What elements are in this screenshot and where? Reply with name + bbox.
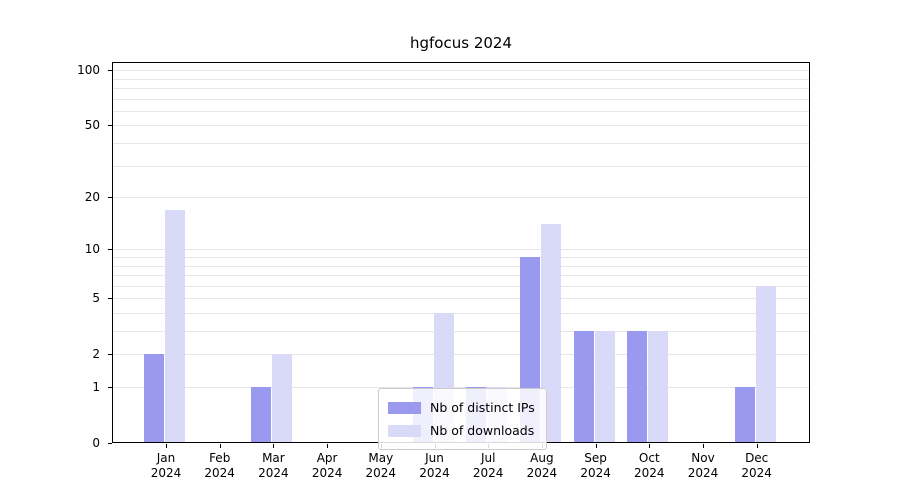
x-tick-mark xyxy=(703,444,704,448)
bar-nb-of-distinct-ips-mar xyxy=(251,387,272,442)
gridline xyxy=(113,298,809,300)
y-tick-label: 1 xyxy=(92,380,100,394)
bar-nb-of-distinct-ips-jan xyxy=(144,354,164,442)
chart-title: hgfocus 2024 xyxy=(410,34,512,52)
x-tick-label-dec: Dec 2024 xyxy=(741,451,772,480)
gridline xyxy=(113,265,809,267)
x-tick-label-mar: Mar 2024 xyxy=(258,451,289,480)
legend-label-nb-of-distinct-ips: Nb of distinct IPs xyxy=(430,400,535,415)
x-tick-label-may: May 2024 xyxy=(365,451,397,480)
x-tick-label-jan: Jan 2024 xyxy=(150,451,182,480)
y-tick-mark xyxy=(108,443,112,444)
x-tick-label-apr: Apr 2024 xyxy=(311,451,343,480)
y-tick-mark xyxy=(108,298,112,300)
gridline xyxy=(113,285,809,287)
x-tick-mark xyxy=(756,444,758,448)
y-tick-mark xyxy=(108,70,112,72)
legend: Nb of distinct IPs Nb of downloads xyxy=(378,388,547,450)
x-tick-mark xyxy=(166,444,167,448)
x-tick-mark xyxy=(649,444,651,448)
gridline xyxy=(113,197,809,199)
gridline xyxy=(113,313,809,314)
gridline xyxy=(113,275,809,276)
gridline xyxy=(113,98,809,100)
x-tick-label-nov: Nov 2024 xyxy=(687,451,719,480)
gridline xyxy=(113,78,809,80)
bar-nb-of-distinct-ips-oct xyxy=(627,331,648,442)
y-tick-mark xyxy=(108,387,112,388)
bar-nb-of-downloads-aug xyxy=(540,224,561,442)
bar-nb-of-downloads-jan xyxy=(165,209,185,442)
x-tick-mark xyxy=(327,444,329,448)
y-tick-mark xyxy=(108,249,112,251)
bar-nb-of-downloads-dec xyxy=(755,285,776,442)
x-tick-mark xyxy=(273,444,275,448)
y-tick-label: 100 xyxy=(77,63,100,78)
bar-nb-of-downloads-oct xyxy=(648,331,669,442)
bar-nb-of-distinct-ips-sep xyxy=(573,331,594,442)
legend-swatch-nb-of-distinct-ips xyxy=(388,401,421,414)
gridline xyxy=(113,257,809,258)
x-tick-label-feb: Feb 2024 xyxy=(204,451,235,480)
bar-nb-of-distinct-ips-dec xyxy=(734,387,755,442)
gridline xyxy=(113,387,809,388)
legend-label-nb-of-downloads: Nb of downloads xyxy=(430,423,535,438)
y-tick-mark xyxy=(108,354,112,356)
y-tick-label: 0 xyxy=(92,436,100,450)
y-tick-mark xyxy=(108,197,112,199)
y-tick-label: 2 xyxy=(92,347,100,362)
x-tick-label-sep: Sep 2024 xyxy=(580,451,611,480)
gridline xyxy=(113,110,809,112)
gridline xyxy=(113,331,809,332)
x-tick-mark xyxy=(595,444,597,448)
legend-swatch-nb-of-downloads xyxy=(388,424,421,437)
x-tick-label-oct: Oct 2024 xyxy=(634,451,665,480)
gridline xyxy=(113,165,809,167)
x-tick-label-jul: Jul 2024 xyxy=(472,451,504,480)
y-tick-label: 5 xyxy=(92,291,100,306)
y-tick-label: 50 xyxy=(84,118,100,133)
legend-entry-nb-of-distinct-ips: Nb of distinct IPs xyxy=(388,396,535,419)
gridline xyxy=(113,143,809,144)
y-tick-mark xyxy=(108,125,112,127)
x-tick-label-aug: Aug 2024 xyxy=(526,451,558,480)
gridline xyxy=(113,70,809,72)
gridline xyxy=(113,125,809,127)
legend-entry-nb-of-downloads: Nb of downloads xyxy=(388,419,535,442)
y-tick-label: 10 xyxy=(84,242,100,257)
x-tick-mark xyxy=(219,444,221,448)
plot-box xyxy=(112,62,810,443)
gridline xyxy=(113,88,809,89)
gridline xyxy=(113,249,809,251)
y-tick-label: 20 xyxy=(84,190,100,205)
bar-nb-of-downloads-sep xyxy=(594,331,615,442)
x-tick-label-jun: Jun 2024 xyxy=(419,451,450,480)
gridline xyxy=(113,354,809,356)
bar-nb-of-downloads-mar xyxy=(272,354,293,442)
